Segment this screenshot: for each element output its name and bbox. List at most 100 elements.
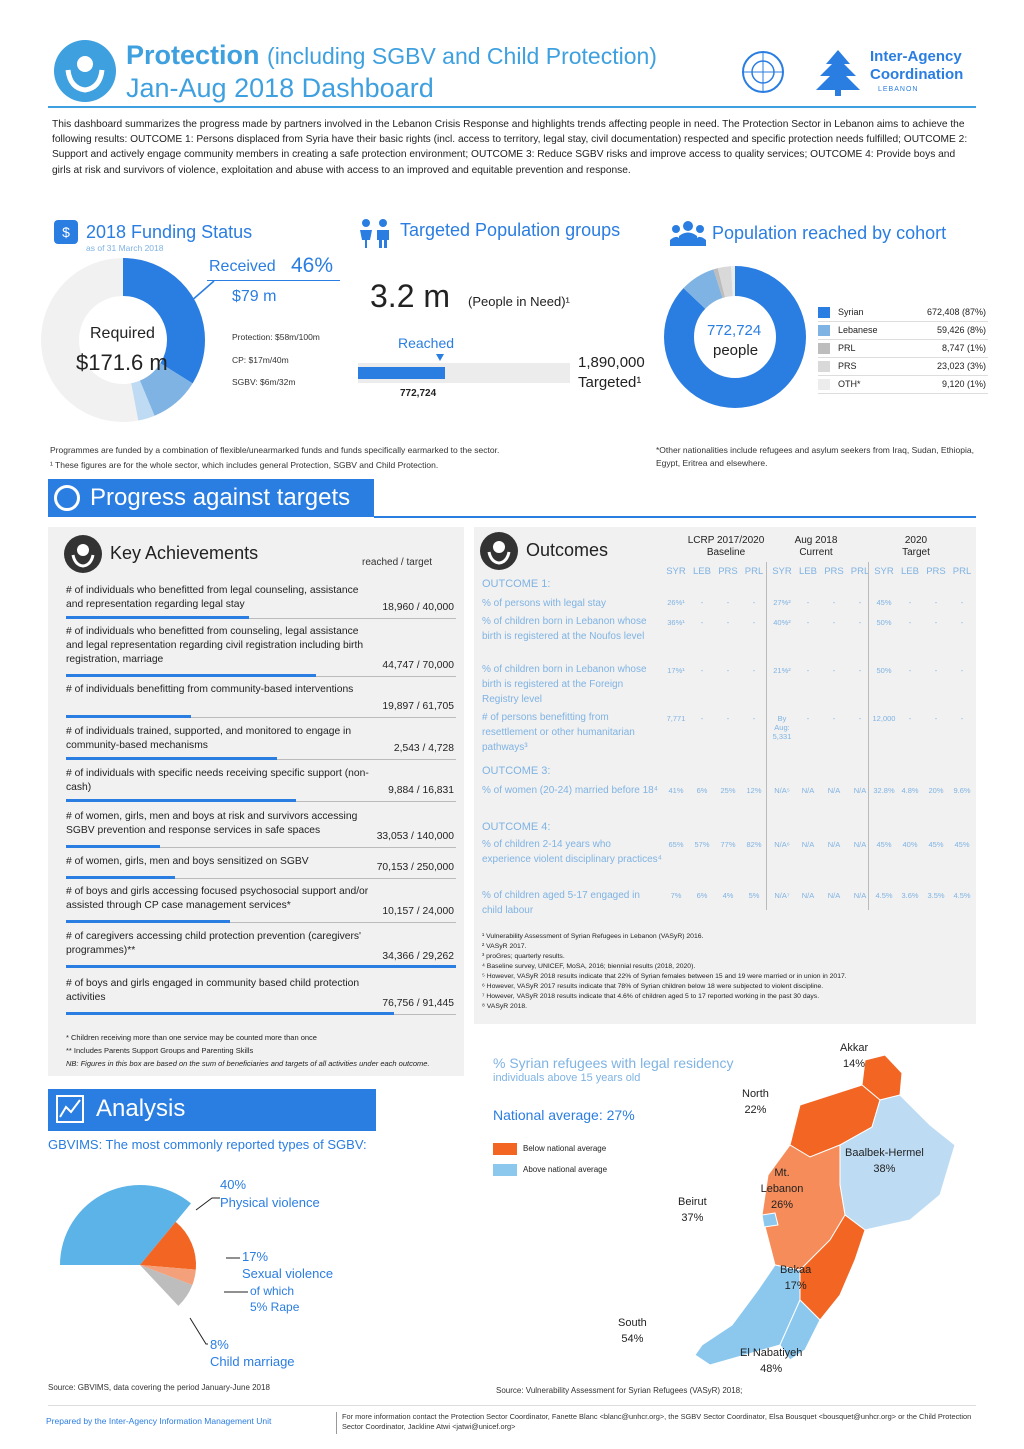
- outcome-footnote: ¹ Vulnerability Assessment of Syrian Ref…: [482, 933, 704, 940]
- reached-marker-icon: [436, 354, 444, 361]
- key-achievement-bar: [66, 616, 250, 619]
- cohort-arc: [664, 266, 806, 408]
- cohort-table: Syrian 672,408 (87%) Lebanese 59,426 (8%) PR…: [818, 304, 988, 394]
- targeted-title: Targeted Population groups: [400, 220, 621, 240]
- outcome-cell: 21%²: [773, 666, 791, 675]
- outcome-cell: N/A: [827, 840, 841, 849]
- key-achievement-bar: [66, 920, 230, 923]
- outcome-col-header: SYR: [874, 566, 894, 577]
- outcome-cell: -: [752, 714, 756, 723]
- cohort-center-label: people: [713, 342, 759, 359]
- key-achievement-bar: [66, 799, 297, 802]
- outcome-indicator: % of persons with legal stay: [482, 598, 606, 609]
- outcome-col-header: PRS: [926, 566, 946, 577]
- map-national: National average: 27%: [493, 1107, 635, 1123]
- outcomes-panel: [474, 527, 976, 1024]
- outcome-cell: By Aug: 5,331: [772, 714, 792, 741]
- key-achievement-value: 10,157 / 24,000: [382, 906, 454, 917]
- key-achievement-track: [66, 717, 456, 718]
- received-pointer: [189, 280, 215, 303]
- sgbv-slice: [60, 1185, 191, 1265]
- outcome-cell: 40%: [902, 840, 918, 849]
- outcome-col-header: PRL: [850, 566, 870, 577]
- cohort-row: PRS 23,023 (3%): [818, 358, 988, 376]
- key-achievement-value: 33,053 / 140,000: [376, 831, 454, 842]
- key-achievement-bar: [66, 845, 160, 848]
- group-icon: [670, 220, 706, 248]
- required-amount: $171.6 m: [76, 350, 168, 375]
- outcome-cell: -: [726, 666, 730, 675]
- cohort-row: Syrian 672,408 (87%): [818, 304, 988, 322]
- outcome-cell: 45%: [954, 840, 970, 849]
- outcome-cell: 65%: [668, 840, 684, 849]
- key-achievement-text: # of individuals who benefitted from leg…: [66, 585, 359, 610]
- cohort-swatch: [818, 307, 830, 318]
- targeted-label: Targeted¹: [578, 374, 642, 391]
- outcome-cell: 57%: [694, 840, 710, 849]
- outcome-cell: -: [806, 618, 810, 627]
- progress-rule: [374, 516, 976, 518]
- ka-note: NB: Figures in this box are based on the…: [66, 1059, 430, 1068]
- org-country: LEBANON: [878, 86, 919, 93]
- outcome-cell: -: [960, 618, 964, 627]
- outcome-cell: -: [726, 714, 730, 723]
- money-icon: $: [54, 220, 78, 244]
- key-achievement-text: # of individuals who benefitted from cou…: [66, 626, 364, 665]
- funding-breakdown-sgbv: SGBV: $6m/32m: [232, 377, 296, 387]
- funding-note-1: Programmes are funded by a combination o…: [50, 445, 500, 455]
- outcome-col-header: PRL: [744, 566, 764, 577]
- key-achievement-track: [66, 618, 456, 619]
- outcome-cell: N/A⁵: [774, 786, 790, 795]
- rape-label: 5% Rape: [250, 1300, 300, 1314]
- key-achievements-col: reached / target: [362, 557, 433, 568]
- outcome-cell: 4.5%: [953, 891, 971, 900]
- key-achievement-text: # of individuals benefitting from commun…: [66, 684, 354, 695]
- outcome-indicator: % of women (20-24) married before 18⁴: [482, 785, 659, 796]
- analysis-band: [48, 1089, 376, 1131]
- map-title: % Syrian refugees with legal residency: [493, 1055, 734, 1071]
- outcome-cell: -: [908, 618, 912, 627]
- map-label-akkar: Akkar 14%: [840, 1042, 869, 1070]
- cohort-value: 8,747 (1%): [941, 343, 986, 353]
- reached-label: Reached: [398, 335, 455, 351]
- map-label-mtlebanon: Mt. Lebanon 26%: [760, 1167, 804, 1211]
- outcome-cell: -: [858, 598, 862, 607]
- outcome-cell: N/A: [853, 891, 867, 900]
- outcome-cell: 41%: [668, 786, 684, 795]
- outcome-cell: 12,000: [872, 714, 896, 723]
- outcome-cell: -: [832, 714, 836, 723]
- page-subtitle: Jan-Aug 2018 Dashboard: [126, 73, 434, 103]
- col-group-baseline: LCRP 2017/2020 Baseline: [687, 535, 765, 558]
- progress-band: [48, 479, 374, 517]
- cohort-donut: [664, 266, 806, 408]
- col-group-target: 2020 Target: [902, 535, 930, 558]
- required-label: Required: [90, 325, 155, 342]
- outcome-cell: -: [858, 714, 862, 723]
- cohort-value: 672,408 (87%): [926, 307, 986, 317]
- outcome-cell: 40%²: [773, 618, 791, 627]
- outcome-footnote: ⁸ VASyR 2018.: [482, 1003, 528, 1010]
- key-achievement-row: # of individuals with specific needs rec…: [66, 767, 456, 802]
- pin-label: (People in Need)¹: [468, 294, 570, 309]
- marriage-pct: 8%: [210, 1337, 229, 1352]
- sgbv-slice: [140, 1221, 197, 1270]
- key-achievement-row: # of individuals benefitting from commun…: [66, 683, 456, 718]
- outcome-cell: N/A: [801, 840, 815, 849]
- outcome-footnote: ⁴ Baseline survey, UNICEF, MoSA, 2016; b…: [482, 963, 696, 970]
- outcome-footnote: ⁵ However, VASyR 2018 results indicate t…: [482, 973, 847, 980]
- analysis-title: Analysis: [96, 1095, 186, 1122]
- outcome-cell: -: [908, 666, 912, 675]
- key-achievement-text: # of women, girls, men and boys sensitiz…: [66, 856, 309, 867]
- outcome-cell: -: [934, 714, 938, 723]
- outcome-cell: -: [752, 618, 756, 627]
- outcome-cell: 4.5%: [875, 891, 893, 900]
- legend-above-swatch: [493, 1164, 517, 1176]
- key-achievements-title: Key Achievements: [110, 543, 259, 563]
- outcome-footnote: ⁶ However, VASyR 2017 results indicate t…: [482, 983, 824, 990]
- map-label-north: North 22%: [742, 1088, 769, 1116]
- lebanon-map: [694, 1054, 956, 1366]
- outcomes-icon: [480, 532, 518, 570]
- outcome-cell: -: [934, 618, 938, 627]
- cohort-row: OTH* 9,120 (1%): [818, 376, 988, 394]
- key-achievement-row: # of individuals trained, supported, and…: [66, 725, 456, 760]
